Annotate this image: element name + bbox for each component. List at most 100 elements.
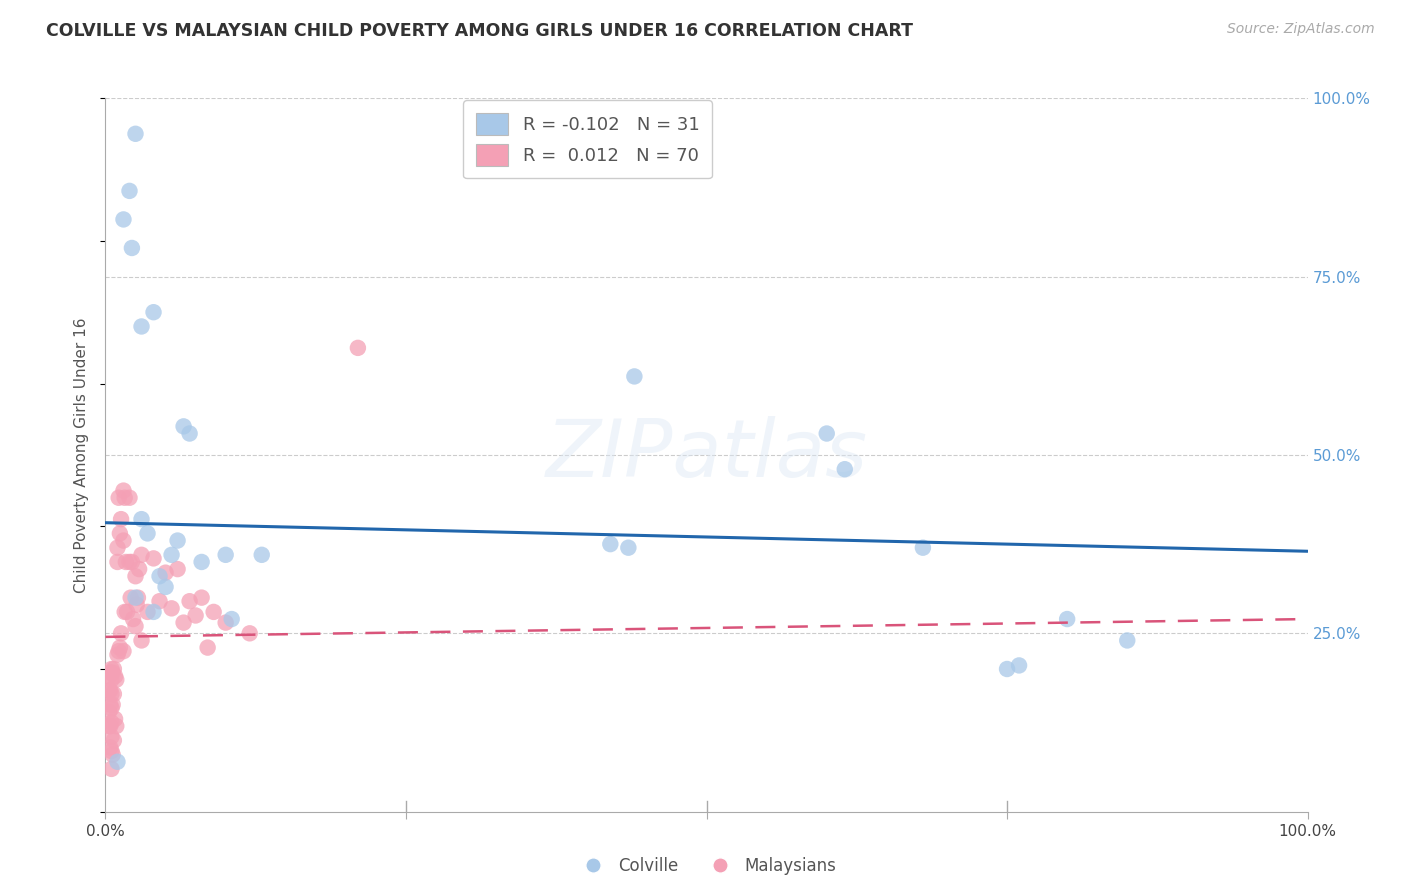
Point xyxy=(112,533,135,548)
Point xyxy=(160,601,183,615)
Point xyxy=(124,127,146,141)
Point xyxy=(127,591,149,605)
Point xyxy=(98,740,121,755)
Point xyxy=(160,548,183,562)
Point xyxy=(142,605,165,619)
Point xyxy=(347,341,370,355)
Point xyxy=(98,705,121,719)
Point xyxy=(148,569,170,583)
Point xyxy=(995,662,1018,676)
Point xyxy=(179,426,201,441)
Point xyxy=(131,548,153,562)
Point xyxy=(173,615,195,630)
Point xyxy=(100,730,122,744)
Point xyxy=(101,665,124,680)
Text: Source: ZipAtlas.com: Source: ZipAtlas.com xyxy=(1227,22,1375,37)
Point xyxy=(107,648,129,662)
Point xyxy=(112,212,135,227)
Point xyxy=(239,626,262,640)
Point xyxy=(100,715,122,730)
Point xyxy=(214,548,236,562)
Point xyxy=(98,665,121,680)
Point xyxy=(124,591,146,605)
Legend: Colville, Malaysians: Colville, Malaysians xyxy=(569,851,844,882)
Point xyxy=(100,701,122,715)
Point xyxy=(103,662,125,676)
Point xyxy=(118,184,141,198)
Point xyxy=(101,698,124,712)
Point xyxy=(120,591,142,605)
Point xyxy=(101,747,124,762)
Point xyxy=(166,562,188,576)
Point xyxy=(148,594,170,608)
Point xyxy=(121,555,143,569)
Point xyxy=(100,662,122,676)
Point xyxy=(107,755,129,769)
Point xyxy=(197,640,219,655)
Point xyxy=(131,512,153,526)
Point xyxy=(190,591,212,605)
Point xyxy=(122,612,145,626)
Point xyxy=(98,669,121,683)
Point xyxy=(110,512,132,526)
Point xyxy=(221,612,243,626)
Point xyxy=(131,319,153,334)
Point xyxy=(124,569,146,583)
Point xyxy=(1008,658,1031,673)
Point xyxy=(115,555,138,569)
Point xyxy=(100,673,122,687)
Point xyxy=(107,541,129,555)
Point xyxy=(118,555,141,569)
Point xyxy=(179,594,201,608)
Point xyxy=(100,744,122,758)
Point xyxy=(104,669,127,683)
Point xyxy=(214,615,236,630)
Point xyxy=(108,526,131,541)
Point xyxy=(121,241,143,255)
Point xyxy=(125,598,148,612)
Point xyxy=(107,644,129,658)
Point xyxy=(166,533,188,548)
Point xyxy=(1116,633,1139,648)
Point xyxy=(110,626,132,640)
Point xyxy=(105,673,128,687)
Point xyxy=(142,305,165,319)
Point xyxy=(815,426,838,441)
Point xyxy=(107,491,129,505)
Point xyxy=(103,733,125,747)
Text: COLVILLE VS MALAYSIAN CHILD POVERTY AMONG GIRLS UNDER 16 CORRELATION CHART: COLVILLE VS MALAYSIAN CHILD POVERTY AMON… xyxy=(46,22,914,40)
Point xyxy=(105,719,128,733)
Point xyxy=(623,369,645,384)
Point xyxy=(911,541,934,555)
Point xyxy=(104,712,127,726)
Point xyxy=(100,687,122,701)
Point xyxy=(136,526,159,541)
Point xyxy=(98,683,121,698)
Point xyxy=(136,605,159,619)
Point xyxy=(173,419,195,434)
Point xyxy=(100,762,122,776)
Point xyxy=(107,555,129,569)
Point xyxy=(115,605,138,619)
Point xyxy=(1056,612,1078,626)
Point xyxy=(114,491,136,505)
Point xyxy=(202,605,225,619)
Point xyxy=(98,719,121,733)
Text: ZIPatlas: ZIPatlas xyxy=(546,416,868,494)
Point xyxy=(155,566,177,580)
Point xyxy=(114,605,136,619)
Point xyxy=(118,491,141,505)
Point xyxy=(834,462,856,476)
Point xyxy=(112,644,135,658)
Point xyxy=(108,640,131,655)
Point xyxy=(190,555,212,569)
Point xyxy=(250,548,273,562)
Point xyxy=(98,698,121,712)
Point xyxy=(98,719,121,733)
Point xyxy=(124,619,146,633)
Point xyxy=(103,687,125,701)
Point xyxy=(112,483,135,498)
Point xyxy=(142,551,165,566)
Point xyxy=(599,537,621,551)
Point xyxy=(131,633,153,648)
